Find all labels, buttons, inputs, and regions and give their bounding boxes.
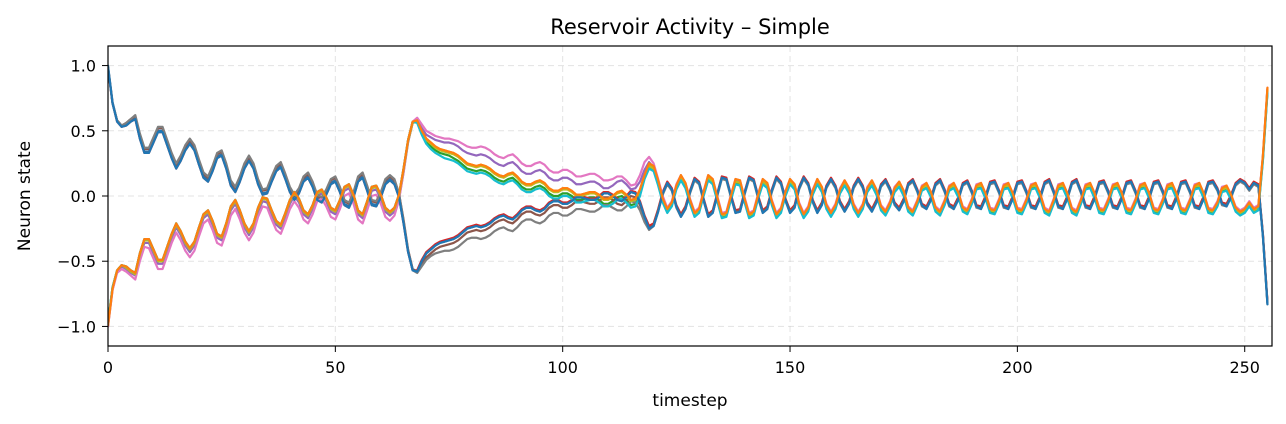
chart-title: Reservoir Activity – Simple xyxy=(550,15,830,39)
y-tick-label: 0.5 xyxy=(71,122,96,141)
series-line-12 xyxy=(108,86,1269,327)
x-tick-label: 150 xyxy=(775,358,806,377)
x-tick-label: 100 xyxy=(547,358,578,377)
series-line-11 xyxy=(108,65,1269,306)
grid xyxy=(107,46,1272,346)
y-tick-label: −1.0 xyxy=(57,317,96,336)
x-tick-label: 50 xyxy=(325,358,345,377)
x-tick-label: 250 xyxy=(1229,358,1260,377)
y-axis: −1.0 −0.5 0.0 0.5 1.0 xyxy=(57,57,108,336)
y-axis-label: Neuron state xyxy=(15,141,35,251)
x-tick-label: 200 xyxy=(1002,358,1033,377)
x-tick-label: 0 xyxy=(103,358,113,377)
y-tick-label: 0.0 xyxy=(71,187,96,206)
x-axis-label: timestep xyxy=(652,391,727,411)
series-layer xyxy=(108,64,1269,328)
x-axis: 0 50 100 150 200 250 xyxy=(103,346,1260,377)
y-tick-label: 1.0 xyxy=(71,57,96,76)
y-tick-label: −0.5 xyxy=(57,252,96,271)
